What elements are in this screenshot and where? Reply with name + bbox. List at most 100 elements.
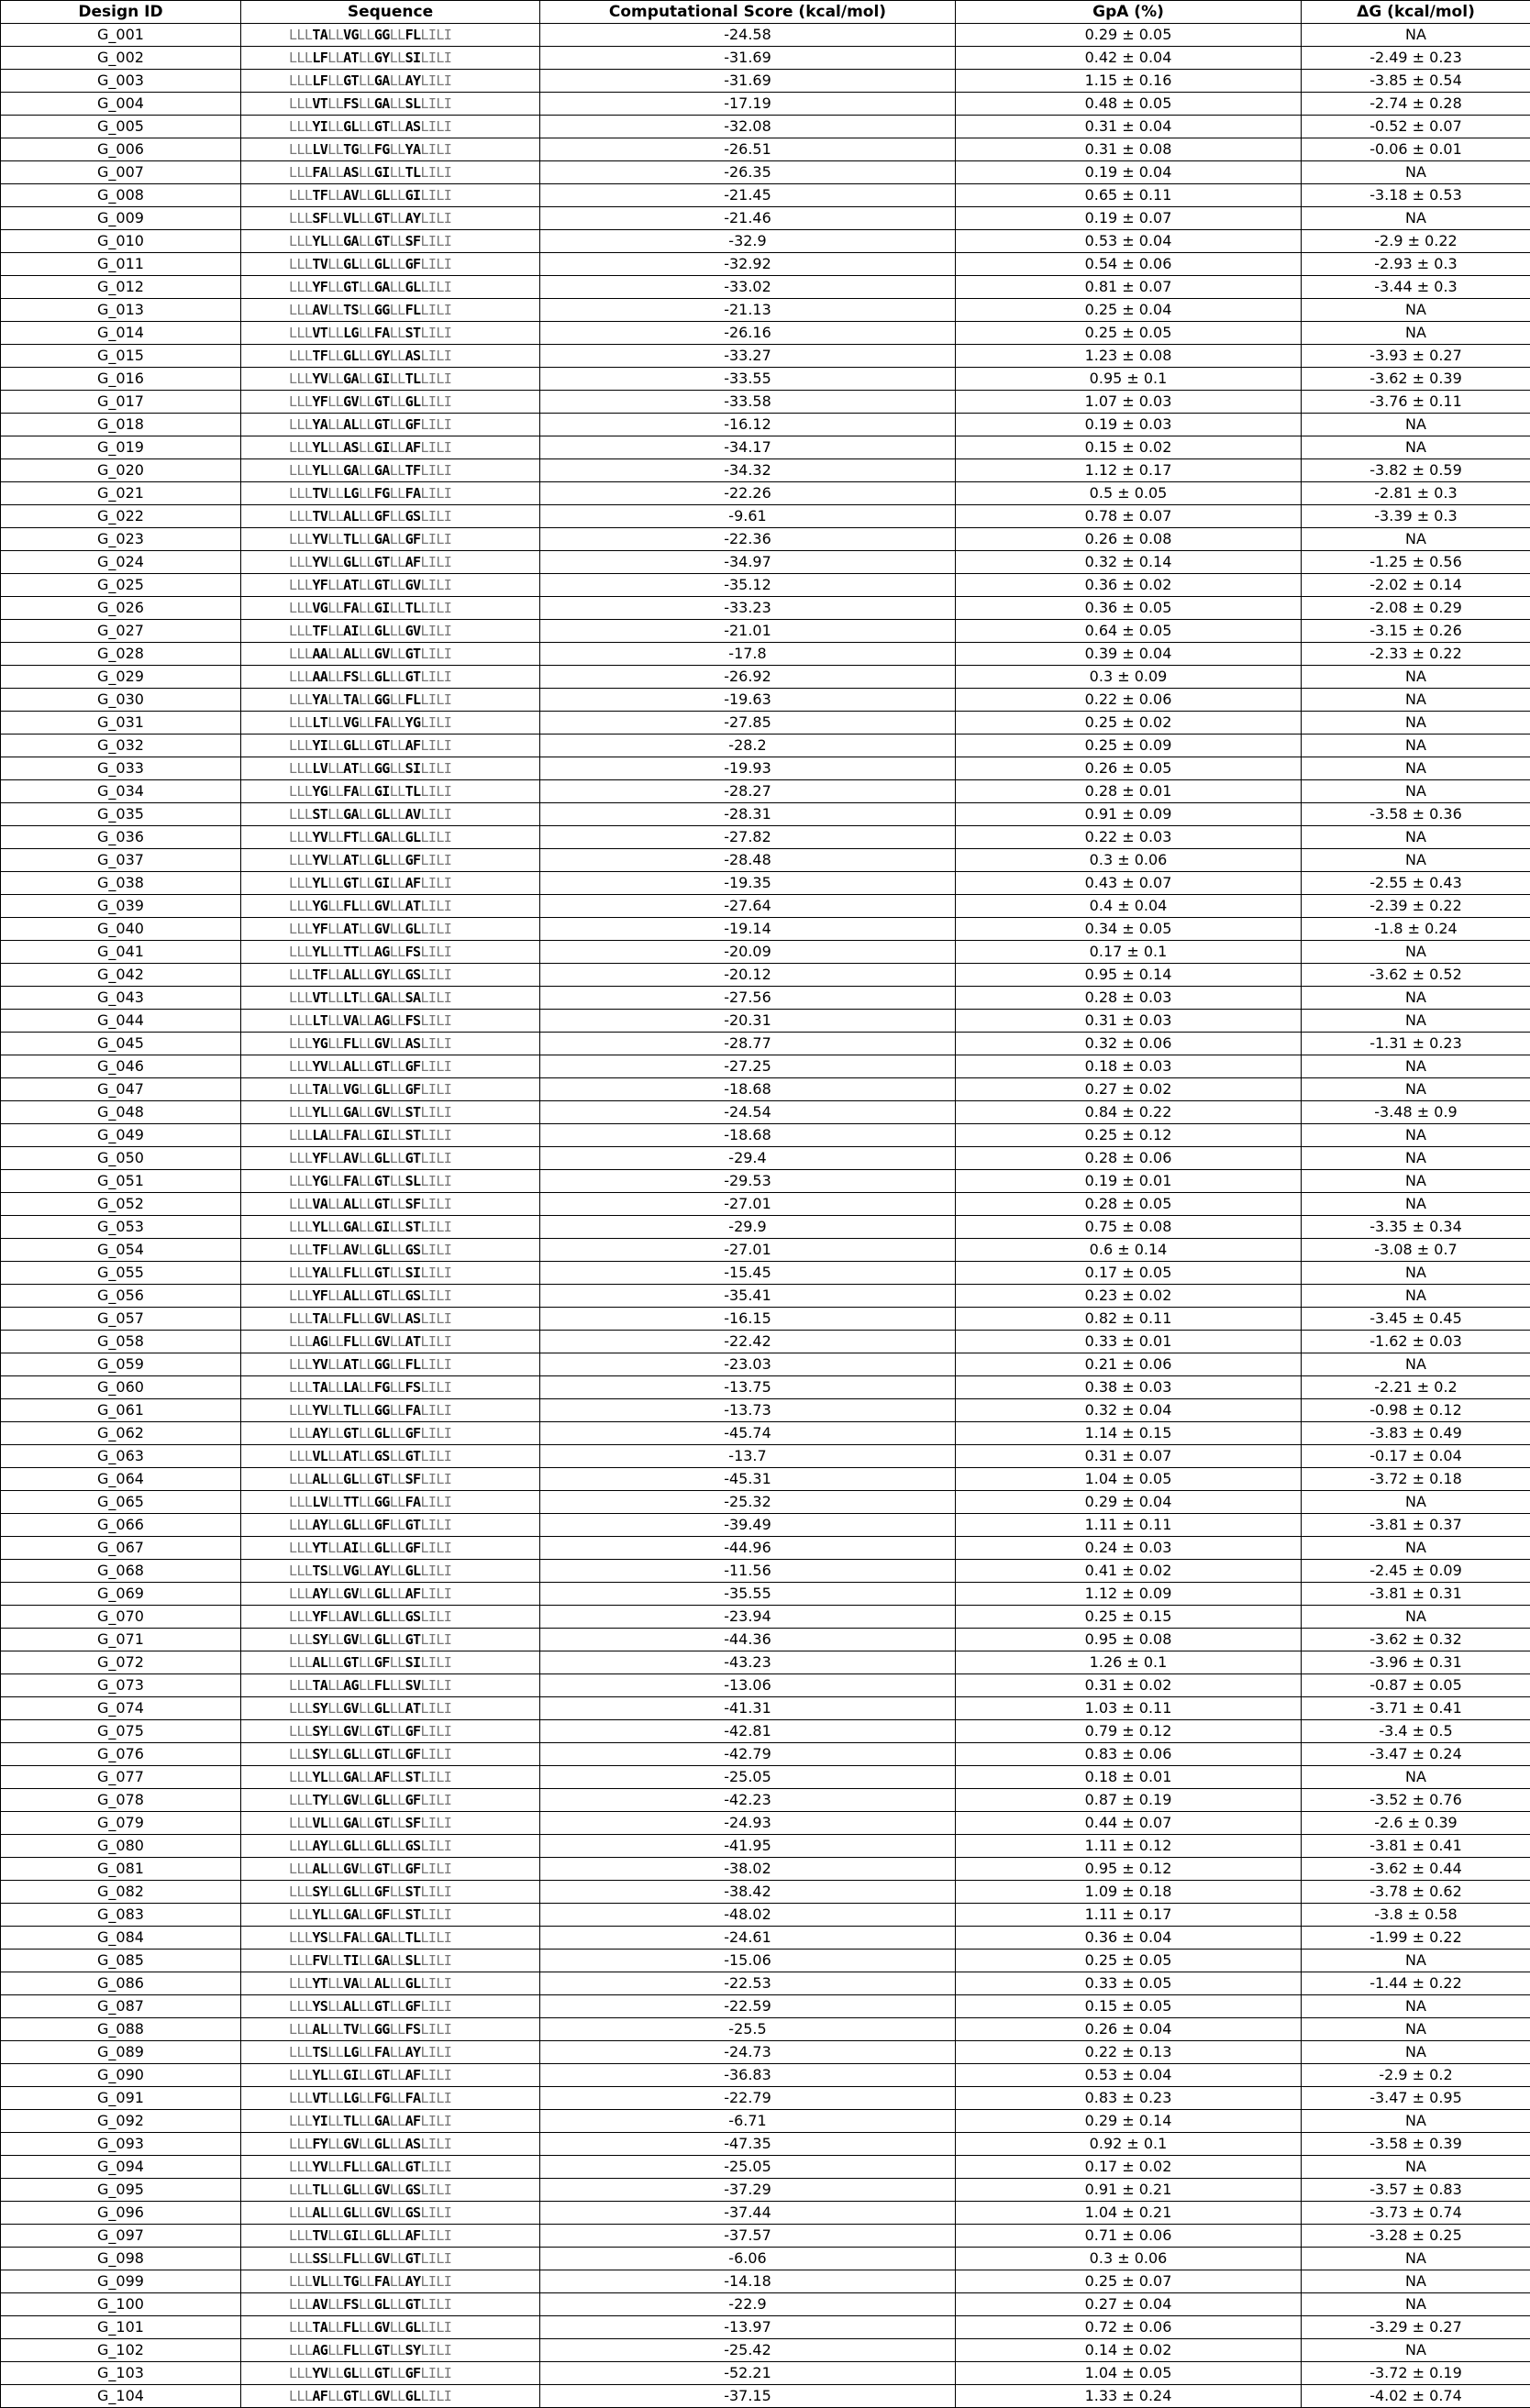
score-cell: -26.35 [540, 161, 956, 184]
delta-g-cell: -3.76 ± 0.11 [1302, 391, 1530, 414]
gpa-cell: 0.31 ± 0.02 [956, 1674, 1302, 1697]
delta-g-cell: NA [1302, 2248, 1530, 2270]
design-id-cell: G_018 [1, 414, 241, 436]
sequence-cell: LLLSYLLGVLLGLLLATLILI [241, 1697, 540, 1720]
design-id-cell: G_079 [1, 1812, 241, 1835]
score-cell: -26.92 [540, 666, 956, 689]
sequence-cell: LLLLVLLATLLGGLLSILILI [241, 757, 540, 780]
design-id-cell: G_093 [1, 2133, 241, 2156]
gpa-cell: 0.31 ± 0.04 [956, 116, 1302, 138]
score-cell: -35.12 [540, 574, 956, 597]
delta-g-cell: -3.62 ± 0.32 [1302, 1629, 1530, 1651]
design-id-cell: G_025 [1, 574, 241, 597]
delta-g-cell: -3.72 ± 0.18 [1302, 1468, 1530, 1491]
delta-g-cell: -3.47 ± 0.95 [1302, 2087, 1530, 2110]
score-cell: -36.83 [540, 2064, 956, 2087]
gpa-cell: 0.22 ± 0.13 [956, 2041, 1302, 2064]
score-cell: -42.79 [540, 1743, 956, 1766]
sequence-cell: LLLYILLTLLLGALLAFLILI [241, 2110, 540, 2133]
score-cell: -13.75 [540, 1376, 956, 1399]
gpa-cell: 0.25 ± 0.05 [956, 1950, 1302, 1972]
gpa-cell: 0.15 ± 0.02 [956, 436, 1302, 459]
design-id-cell: G_075 [1, 1720, 241, 1743]
gpa-cell: 0.36 ± 0.04 [956, 1927, 1302, 1950]
gpa-cell: 0.21 ± 0.06 [956, 1353, 1302, 1376]
score-cell: -13.06 [540, 1674, 956, 1697]
sequence-cell: LLLAYLLGLLLGFLLGTLILI [241, 1514, 540, 1537]
design-id-cell: G_035 [1, 803, 241, 826]
delta-g-cell: NA [1302, 322, 1530, 345]
delta-g-cell: NA [1302, 1285, 1530, 1308]
delta-g-cell: -2.21 ± 0.2 [1302, 1376, 1530, 1399]
sequence-cell: LLLYGLLFALLGTLLSLLILI [241, 1170, 540, 1193]
delta-g-cell: NA [1302, 666, 1530, 689]
design-id-cell: G_021 [1, 482, 241, 505]
delta-g-cell: NA [1302, 1537, 1530, 1560]
sequence-cell: LLLTVLLLGLLFGLLFALILI [241, 482, 540, 505]
delta-g-cell: -3.48 ± 0.9 [1302, 1101, 1530, 1124]
delta-g-cell: NA [1302, 436, 1530, 459]
gpa-cell: 0.31 ± 0.08 [956, 138, 1302, 161]
gpa-cell: 0.19 ± 0.07 [956, 207, 1302, 230]
design-id-cell: G_072 [1, 1651, 241, 1674]
sequence-cell: LLLTSLLVGLLAYLLGLLILI [241, 1560, 540, 1583]
sequence-cell: LLLYVLLGLLLGTLLGFLILI [241, 2362, 540, 2385]
delta-g-cell: NA [1302, 1995, 1530, 2018]
delta-g-cell: NA [1302, 2041, 1530, 2064]
delta-g-cell: -0.06 ± 0.01 [1302, 138, 1530, 161]
score-cell: -22.79 [540, 2087, 956, 2110]
sequence-cell: LLLAFLLGTLLGVLLGLLILI [241, 2385, 540, 2408]
score-cell: -20.09 [540, 941, 956, 964]
sequence-cell: LLLYFLLATLLGTLLGVLILI [241, 574, 540, 597]
delta-g-cell: -2.9 ± 0.2 [1302, 2064, 1530, 2087]
gpa-cell: 1.11 ± 0.12 [956, 1835, 1302, 1858]
sequence-cell: LLLYVLLATLLGGLLFLLILI [241, 1353, 540, 1376]
sequence-cell: LLLYGLLFLLLGVLLASLILI [241, 1033, 540, 1055]
gpa-cell: 1.11 ± 0.17 [956, 1904, 1302, 1927]
sequence-cell: LLLLTLLVALLAGLLFSLILI [241, 1010, 540, 1033]
delta-g-cell: -2.08 ± 0.29 [1302, 597, 1530, 620]
gpa-cell: 0.15 ± 0.05 [956, 1995, 1302, 2018]
sequence-cell: LLLYLLLGILLGTLLAFLILI [241, 2064, 540, 2087]
score-cell: -23.94 [540, 1606, 956, 1629]
gpa-cell: 0.83 ± 0.23 [956, 2087, 1302, 2110]
sequence-cell: LLLLTLLVGLLFALLYGLILI [241, 712, 540, 735]
sequence-cell: LLLYGLLFLLLGVLLATLILI [241, 895, 540, 918]
sequence-cell: LLLYVLLTLLLGALLGFLILI [241, 528, 540, 551]
delta-g-cell: -3.93 ± 0.27 [1302, 345, 1530, 368]
gpa-cell: 0.41 ± 0.02 [956, 1560, 1302, 1583]
score-cell: -29.9 [540, 1216, 956, 1239]
delta-g-cell: -2.93 ± 0.3 [1302, 253, 1530, 276]
gpa-cell: 0.65 ± 0.11 [956, 184, 1302, 207]
sequence-cell: LLLYLLLASLLGILLAFLILI [241, 436, 540, 459]
design-id-cell: G_008 [1, 184, 241, 207]
score-cell: -47.35 [540, 2133, 956, 2156]
design-id-cell: G_100 [1, 2293, 241, 2316]
design-id-cell: G_097 [1, 2225, 241, 2248]
score-cell: -18.68 [540, 1124, 956, 1147]
score-cell: -14.18 [540, 2270, 956, 2293]
delta-g-cell: NA [1302, 1055, 1530, 1078]
